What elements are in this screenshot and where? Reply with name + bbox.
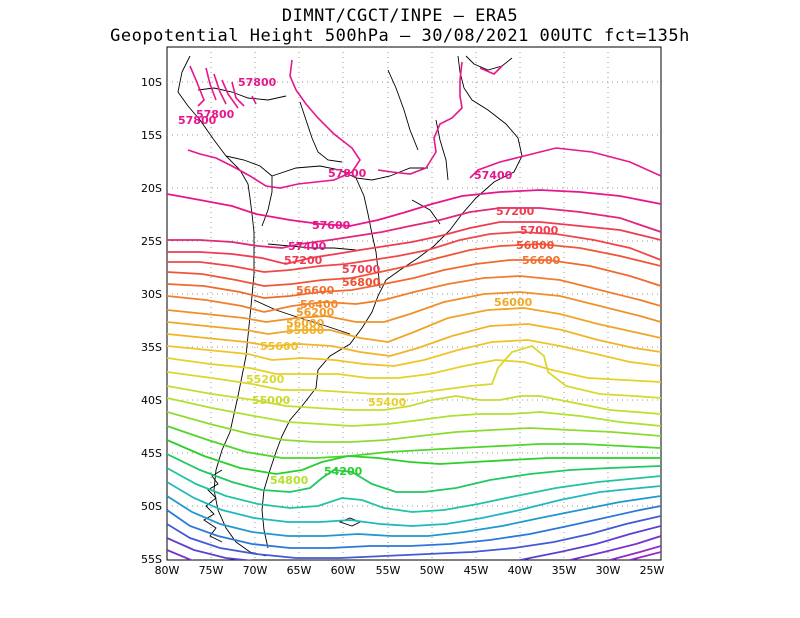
- lon-tick-label: 60W: [331, 564, 356, 577]
- lon-tick-label: 70W: [243, 564, 268, 577]
- contour-lines: [167, 189, 661, 560]
- lat-tick-label: 40S: [141, 394, 162, 407]
- lon-tick-label: 65W: [287, 564, 312, 577]
- contour-54200: [167, 439, 661, 475]
- contour-label: 56000: [494, 296, 533, 309]
- contour-label: 57600: [312, 219, 351, 232]
- contour-54800: [167, 397, 661, 427]
- contour-label: 57400: [288, 240, 327, 253]
- contour-57600: [167, 189, 661, 227]
- contour-label: 54800: [270, 474, 309, 487]
- contour-53600: [167, 481, 661, 527]
- contour-label: 55400: [368, 396, 407, 409]
- gridlines: [167, 47, 661, 560]
- contour-label: 56800: [516, 239, 555, 252]
- contour-56800: [167, 243, 661, 287]
- contour-label: 55800: [286, 324, 325, 337]
- contour-52800: [167, 525, 661, 560]
- contour-label: 55000: [252, 394, 291, 407]
- contour-55600: [167, 339, 661, 367]
- lon-tick-label: 35W: [552, 564, 577, 577]
- contour-53200: [167, 505, 661, 549]
- contour-57400: [167, 207, 661, 249]
- contour-55000: [167, 385, 661, 415]
- lon-tick-label: 75W: [199, 564, 224, 577]
- contour-52400: [609, 545, 661, 560]
- contour-56400: [167, 275, 661, 313]
- contour-label: 57200: [284, 254, 323, 267]
- coastlines: [177, 55, 523, 557]
- lat-tick-label: 10S: [141, 76, 162, 89]
- lat-tick-label: 45S: [141, 447, 162, 460]
- contour-52400: [629, 551, 661, 560]
- plot-frame: [166, 46, 662, 561]
- map-title-line1: DIMNT/CGCT/INPE — ERA5: [281, 6, 519, 26]
- contour-56600: [167, 259, 661, 299]
- contour-53800: [167, 467, 661, 513]
- contour-label: 56600: [522, 254, 561, 267]
- contour-label: 57200: [496, 205, 535, 218]
- high-contour-57800: [187, 59, 661, 189]
- contour-label: 56000: [286, 317, 325, 330]
- contour-label: 56400: [300, 298, 339, 311]
- contour-label: 57800: [196, 108, 235, 121]
- contour-label: 57400: [474, 169, 513, 182]
- contour-label: 56200: [296, 306, 335, 319]
- lon-tick-label: 45W: [464, 564, 489, 577]
- contour-55800: [167, 323, 661, 357]
- contour-label: 56600: [296, 284, 335, 297]
- contour-52600: [167, 535, 661, 560]
- contour-57000: [167, 231, 661, 273]
- contour-label: 54200: [324, 465, 363, 478]
- contour-54600: [167, 411, 661, 443]
- lat-tick-label: 50S: [141, 500, 162, 513]
- contour-53400: [167, 495, 661, 537]
- lat-tick-label: 20S: [141, 182, 162, 195]
- contour-label: 55200: [246, 373, 285, 386]
- contour-label: 57800: [238, 76, 277, 89]
- lat-tick-label: 30S: [141, 288, 162, 301]
- contour-54000: [167, 453, 661, 493]
- contour-label: 57800: [328, 167, 367, 180]
- contour-label: 57000: [342, 263, 381, 276]
- lon-tick-label: 80W: [155, 564, 180, 577]
- contour-label: 55600: [260, 340, 299, 353]
- contour-53000: [167, 515, 661, 559]
- contour-55400: [167, 357, 661, 383]
- lat-tick-label: 35S: [141, 341, 162, 354]
- contour-label: 57800: [178, 114, 217, 127]
- lat-tick-label: 25S: [141, 235, 162, 248]
- contour-54400: [167, 425, 661, 459]
- lat-tick-label: 15S: [141, 129, 162, 142]
- lon-tick-label: 50W: [420, 564, 445, 577]
- lon-tick-label: 55W: [376, 564, 401, 577]
- map-title-line2: Geopotential Height 500hPa — 30/08/2021 …: [110, 26, 690, 46]
- contour-57200: [167, 221, 661, 265]
- lat-tick-label: 55S: [141, 553, 162, 566]
- contour-56200: [167, 291, 661, 323]
- contour-label: 57000: [520, 224, 559, 237]
- contour-55200: [167, 344, 661, 399]
- contour-56000: [167, 307, 661, 343]
- contour-label: 56800: [342, 276, 381, 289]
- lon-tick-label: 25W: [640, 564, 665, 577]
- lon-tick-label: 30W: [596, 564, 621, 577]
- lon-tick-label: 40W: [508, 564, 533, 577]
